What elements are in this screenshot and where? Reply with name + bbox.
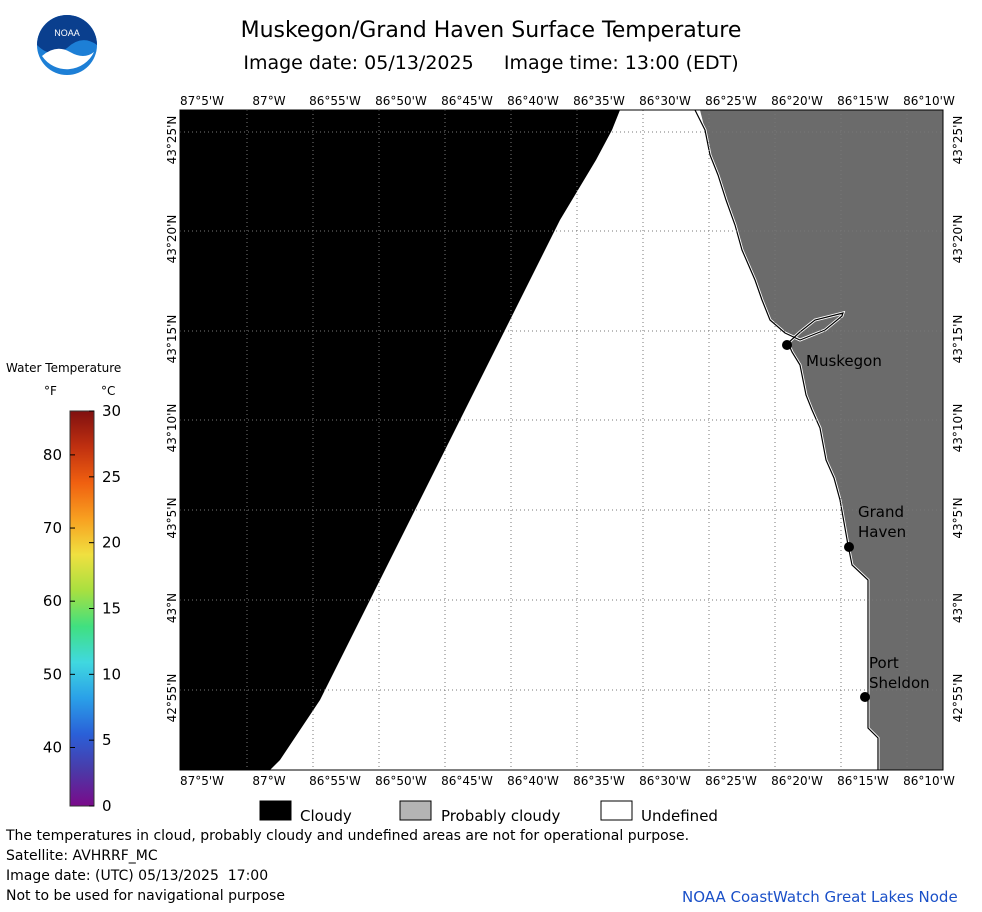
longitude-labels-bottom: 87°5'W 87°W 86°55'W 86°50'W 86°45'W 86°40'W 86… [180,774,955,788]
probably-cloudy-label: Probably cloudy [441,807,560,825]
longitude-label: 86°55'W [309,94,361,108]
latitude-label: 43°15'N [951,315,965,364]
city-marker [844,542,854,552]
longitude-label: 86°35'W [573,774,625,788]
latitude-label: 42°55'N [951,674,965,723]
longitude-label: 86°10'W [903,94,955,108]
celsius-label: 0 [102,797,112,815]
celsius-label: 5 [102,731,112,749]
longitude-label: 86°40'W [507,774,559,788]
city-label: Haven [858,523,906,541]
cloudy-area [180,110,620,770]
longitude-label: 86°25'W [705,94,757,108]
longitude-labels-top: 87°5'W 87°W 86°55'W 86°50'W 86°45'W 86°40'W 86… [180,94,955,108]
longitude-label: 86°20'W [771,94,823,108]
celsius-label: 30 [102,402,121,420]
latitude-label: 43°N [951,593,965,623]
latitude-label: 42°55'N [165,674,179,723]
latitude-labels-right: 43°25'N 43°20'N 43°15'N 43°10'N 43°5'N 43°N 42… [951,116,965,723]
longitude-label: 86°30'W [639,94,691,108]
longitude-label: 86°35'W [573,94,625,108]
latitude-label: 43°20'N [165,215,179,264]
credit-link[interactable]: NOAA CoastWatch Great Lakes Node [682,888,958,906]
navigation-warning: Not to be used for navigational purpose [6,888,285,904]
unit-fahrenheit: °F [44,384,57,398]
cloudy-label: Cloudy [300,807,352,825]
shoreline-outline [694,109,879,770]
city-label: Grand [858,503,904,521]
latitude-label: 43°25'N [165,116,179,165]
land-probably-cloudy-area [700,110,943,770]
probably-cloudy-swatch [399,800,432,821]
city-label: Muskegon [806,352,882,370]
longitude-label: 86°25'W [705,774,757,788]
city-label: Port [869,654,899,672]
longitude-label: 86°55'W [309,774,361,788]
celsius-label: 15 [102,600,121,618]
unit-celsius: °C [101,384,116,398]
longitude-label: 87°5'W [180,774,224,788]
map-border [179,109,944,771]
latitude-label: 43°20'N [951,215,965,264]
celsius-label: 25 [102,468,121,486]
latitude-label: 43°10'N [951,404,965,453]
noaa-logo: NOAA [36,14,98,76]
latitude-label: 43°5'N [165,497,179,538]
latitude-label: 43°10'N [165,404,179,453]
undefined-swatch [600,800,633,821]
city-label: Sheldon [869,674,930,692]
map-panel: Muskegon Grand Haven Port Sheldon [179,109,944,771]
cloudy-swatch [259,800,292,821]
longitude-label: 86°45'W [441,94,493,108]
longitude-label: 87°W [252,774,285,788]
longitude-label: 86°45'W [441,774,493,788]
longitude-label: 86°10'W [903,774,955,788]
fahrenheit-label: 60 [43,592,62,610]
city-marker [782,340,792,350]
latitude-label: 43°25'N [951,116,965,165]
longitude-label: 86°50'W [375,94,427,108]
longitude-label: 87°W [252,94,285,108]
longitude-label: 87°5'W [180,94,224,108]
color-bar: 0 5 10 15 20 25 30 40 50 60 70 80 [43,402,121,815]
image-date-time: Image date: 05/13/2025 Image time: 13:00… [243,52,739,74]
longitude-label: 86°30'W [639,774,691,788]
utc-image-date: Image date: (UTC) 05/13/2025 17:00 [6,868,269,884]
undefined-label: Undefined [641,807,718,825]
operational-note: The temperatures in cloud, probably clou… [6,828,690,844]
city-marker [860,692,870,702]
celsius-label: 10 [102,665,121,683]
satellite-info: Satellite: AVHRRF_MC [6,848,158,864]
longitude-label: 86°20'W [771,774,823,788]
longitude-label: 86°40'W [507,94,559,108]
latitude-label: 43°15'N [165,315,179,364]
latitude-label: 43°N [165,593,179,623]
page-title: Muskegon/Grand Haven Surface Temperature [240,18,742,43]
fahrenheit-label: 40 [43,738,62,756]
city-markers: Muskegon Grand Haven Port Sheldon [782,340,930,702]
longitude-label: 86°15'W [837,774,889,788]
celsius-label: 20 [102,534,121,552]
longitude-label: 86°15'W [837,94,889,108]
legend-title: Water Temperature [6,361,122,375]
latitude-labels-left: 43°25'N 43°20'N 43°15'N 43°10'N 43°5'N 43°N 42… [165,116,179,723]
longitude-label: 86°50'W [375,774,427,788]
latitude-label: 43°5'N [951,497,965,538]
fahrenheit-label: 50 [43,665,62,683]
logo-text: NOAA [54,28,80,38]
fahrenheit-label: 70 [43,519,62,537]
fahrenheit-label: 80 [43,446,62,464]
